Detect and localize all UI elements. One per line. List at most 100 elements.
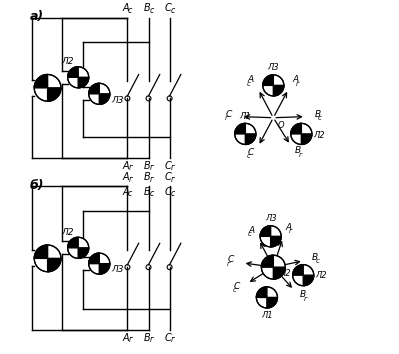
Text: A: A — [249, 226, 255, 235]
Circle shape — [34, 245, 61, 272]
Polygon shape — [263, 75, 273, 85]
Text: A: A — [122, 161, 129, 171]
Circle shape — [68, 67, 89, 88]
Polygon shape — [89, 83, 99, 94]
Text: с: с — [149, 189, 154, 198]
Text: с: с — [247, 153, 251, 159]
Text: г: г — [225, 115, 229, 121]
Polygon shape — [273, 267, 285, 279]
Text: б): б) — [30, 179, 45, 192]
Text: A: A — [122, 187, 129, 197]
Text: г: г — [128, 175, 132, 184]
Circle shape — [291, 123, 312, 144]
Circle shape — [235, 123, 256, 144]
Text: Л1: Л1 — [261, 311, 273, 320]
Text: г: г — [296, 80, 300, 86]
Text: с: с — [149, 6, 154, 15]
Text: Л2: Л2 — [61, 228, 74, 236]
Text: с: с — [128, 6, 132, 15]
Text: с: с — [128, 189, 132, 198]
Text: B: B — [295, 146, 301, 155]
Text: г: г — [170, 163, 174, 172]
Text: г: г — [128, 335, 132, 344]
Polygon shape — [34, 245, 47, 258]
Text: с: с — [170, 6, 174, 15]
Text: г: г — [170, 335, 174, 344]
Text: г: г — [289, 228, 293, 234]
Text: C: C — [164, 161, 171, 171]
Text: Л3: Л3 — [112, 96, 124, 104]
Text: A: A — [122, 3, 129, 13]
Circle shape — [293, 265, 314, 286]
Text: Л2: Л2 — [280, 269, 291, 278]
Text: B: B — [143, 161, 150, 171]
Polygon shape — [256, 287, 267, 297]
Polygon shape — [68, 67, 78, 77]
Text: A: A — [122, 333, 129, 343]
Polygon shape — [78, 248, 89, 258]
Text: B: B — [143, 187, 150, 197]
Polygon shape — [47, 258, 61, 272]
Circle shape — [68, 237, 89, 258]
Text: г: г — [299, 152, 302, 158]
Text: A: A — [248, 75, 254, 84]
Text: Л3: Л3 — [265, 214, 277, 223]
Circle shape — [256, 287, 277, 308]
Text: B: B — [143, 333, 150, 343]
Text: с: с — [316, 258, 320, 264]
Text: C: C — [226, 110, 232, 119]
Polygon shape — [235, 123, 245, 134]
Text: C: C — [164, 333, 171, 343]
Polygon shape — [273, 85, 284, 96]
Text: а): а) — [30, 11, 44, 23]
Text: г: г — [149, 163, 153, 172]
Text: Л2: Л2 — [316, 271, 327, 280]
Polygon shape — [271, 236, 281, 247]
Text: г: г — [149, 335, 153, 344]
Text: B: B — [143, 3, 150, 13]
Text: C: C — [164, 187, 171, 197]
Circle shape — [261, 255, 285, 279]
Polygon shape — [303, 275, 314, 286]
Polygon shape — [34, 74, 47, 88]
Polygon shape — [291, 123, 301, 134]
Text: с: с — [232, 287, 236, 293]
Circle shape — [89, 83, 110, 104]
Circle shape — [260, 226, 281, 247]
Text: с: с — [247, 80, 251, 86]
Text: A: A — [286, 223, 292, 232]
Text: C: C — [164, 3, 171, 13]
Text: B: B — [312, 253, 318, 262]
Text: B: B — [314, 110, 320, 119]
Text: A: A — [292, 75, 299, 84]
Text: г: г — [303, 296, 307, 302]
Text: Л1: Л1 — [34, 252, 46, 261]
Polygon shape — [260, 226, 271, 236]
Polygon shape — [47, 88, 61, 101]
Text: C: C — [164, 172, 171, 182]
Polygon shape — [99, 264, 110, 274]
Text: Л1: Л1 — [34, 81, 46, 91]
Text: с: с — [247, 231, 251, 237]
Text: Л2: Л2 — [314, 131, 325, 140]
Polygon shape — [99, 94, 110, 104]
Polygon shape — [261, 255, 273, 267]
Polygon shape — [68, 237, 78, 248]
Text: Л2: Л2 — [61, 57, 74, 66]
Polygon shape — [78, 77, 89, 88]
Polygon shape — [245, 134, 256, 144]
Polygon shape — [89, 253, 99, 264]
Text: О: О — [278, 121, 284, 130]
Text: г: г — [128, 163, 132, 172]
Text: Л1: Л1 — [239, 112, 251, 121]
Polygon shape — [301, 134, 312, 144]
Text: г: г — [227, 261, 231, 267]
Circle shape — [89, 253, 110, 274]
Text: B: B — [300, 290, 306, 299]
Polygon shape — [267, 297, 277, 308]
Text: г: г — [149, 175, 153, 184]
Text: с: с — [318, 115, 322, 121]
Text: C: C — [228, 255, 234, 264]
Text: B: B — [143, 172, 150, 182]
Circle shape — [34, 74, 61, 101]
